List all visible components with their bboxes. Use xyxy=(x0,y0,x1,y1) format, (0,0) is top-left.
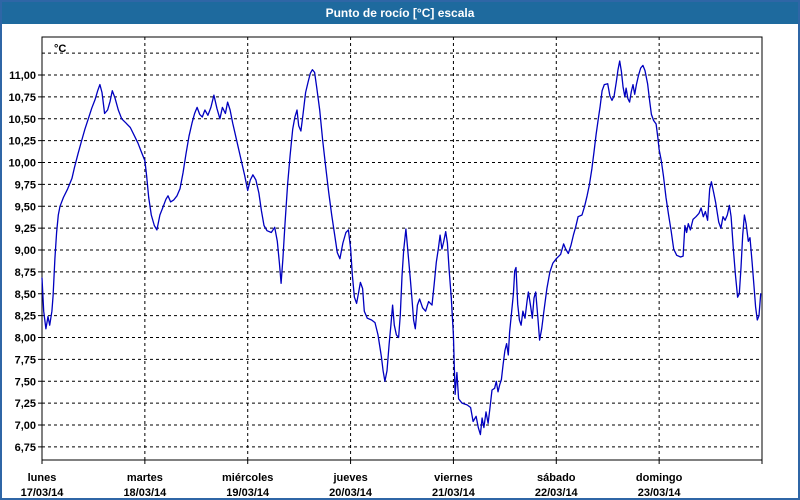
x-date-label: 22/03/14 xyxy=(535,487,579,499)
y-tick-label: 6,75 xyxy=(15,442,36,454)
y-tick-label: 11,00 xyxy=(9,70,36,82)
y-tick-label: 7,00 xyxy=(15,420,36,432)
title-bar: Punto de rocío [°C] escala xyxy=(2,2,798,24)
y-tick-label: 10,50 xyxy=(8,114,36,126)
x-date-label: 20/03/14 xyxy=(329,487,373,499)
x-day-label: jueves xyxy=(332,472,367,484)
dew-point-chart: 11,00 10,75 10,50 10,25 10,00 9,75 9,50 9,25 9,0… xyxy=(8,36,763,499)
y-tick-label: 7,25 xyxy=(15,398,36,410)
y-tick-label: 8,25 xyxy=(15,311,36,323)
y-tick-label: 9,50 xyxy=(15,201,36,213)
y-tick-label: 10,75 xyxy=(8,92,36,104)
x-day-label: domingo xyxy=(636,472,683,484)
y-tick-label: 9,25 xyxy=(15,223,36,235)
x-day-label: sábado xyxy=(537,472,576,484)
y-unit-label: °C xyxy=(54,43,66,55)
x-day-label: lunes xyxy=(28,472,57,484)
y-tick-label: 9,00 xyxy=(15,245,36,257)
y-tick-label: 10,25 xyxy=(8,136,36,148)
y-tick-label: 9,75 xyxy=(15,179,36,191)
x-date-label: 17/03/14 xyxy=(21,487,65,499)
y-tick-label: 7,75 xyxy=(15,354,36,366)
window-title: Punto de rocío [°C] escala xyxy=(325,6,475,20)
y-tick-label: 7,50 xyxy=(15,376,36,388)
x-date-label: 21/03/14 xyxy=(432,487,476,499)
x-date-label: 19/03/14 xyxy=(226,487,270,499)
x-day-label: martes xyxy=(127,472,163,484)
x-day-label: miércoles xyxy=(222,472,273,484)
x-day-label: viernes xyxy=(434,472,473,484)
chart-host: 11,00 10,75 10,50 10,25 10,00 9,75 9,50 9,25 9,0… xyxy=(4,26,798,499)
y-tick-label: 8,75 xyxy=(15,267,36,279)
y-tick-label: 10,00 xyxy=(8,158,36,170)
y-tick-label: 8,00 xyxy=(15,333,36,345)
x-date-label: 23/03/14 xyxy=(638,487,682,499)
plot-border xyxy=(41,36,763,461)
x-date-label: 18/03/14 xyxy=(123,487,167,499)
y-tick-label: 8,50 xyxy=(15,289,36,301)
dew-point-series-line xyxy=(41,60,762,436)
